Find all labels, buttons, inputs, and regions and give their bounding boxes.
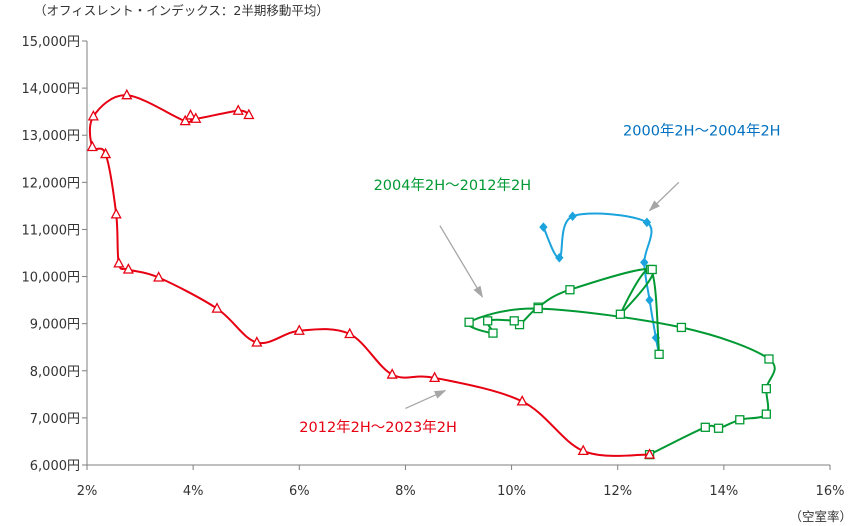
- x-tick-label: 14%: [709, 484, 738, 499]
- series-label-2000-2004: 2000年2H～2004年2H: [623, 123, 781, 140]
- y-tick-label: 6,000円: [30, 459, 80, 474]
- annotation-arrow: [439, 225, 483, 298]
- x-tick-label: 12%: [603, 484, 632, 499]
- x-tick-label: 16%: [816, 484, 845, 499]
- data-point: [179, 114, 191, 126]
- data-point: [555, 252, 564, 263]
- y-tick-label: 15,000円: [22, 35, 81, 50]
- data-point: [153, 271, 165, 282]
- data-point: [243, 108, 255, 120]
- data-point: [113, 256, 125, 268]
- data-point: [488, 328, 498, 338]
- x-tick-label: 8%: [395, 484, 416, 499]
- data-point: [483, 316, 493, 326]
- x-tick-label: 6%: [289, 484, 310, 499]
- annotation-arrow: [648, 181, 680, 212]
- data-point: [86, 140, 98, 152]
- data-point: [647, 264, 657, 275]
- y-tick-label: 10,000円: [22, 271, 81, 286]
- series-2004-2012: [464, 264, 776, 460]
- data-point: [184, 109, 197, 120]
- data-point: [577, 444, 589, 456]
- series-line: [466, 267, 776, 456]
- data-point: [761, 384, 771, 394]
- data-point: [700, 422, 710, 432]
- data-point: [190, 112, 202, 123]
- series-label-2012-2023: 2012年2H～2023年2H: [299, 419, 457, 436]
- data-point: [654, 349, 664, 359]
- data-point: [87, 109, 99, 121]
- y-tick-label: 7,000円: [30, 412, 80, 427]
- annotation-layer: 2000年2H～2004年2H 2004年2H～2012年2H 2012年2H～20…: [299, 123, 780, 436]
- data-point: [211, 302, 223, 313]
- data-point: [509, 316, 519, 326]
- data-point: [464, 317, 474, 327]
- series-layer: [86, 88, 776, 460]
- data-point: [761, 409, 771, 419]
- data-point: [110, 207, 122, 219]
- data-point: [643, 448, 656, 459]
- data-point: [429, 371, 441, 382]
- data-point: [386, 368, 398, 379]
- y-tick-label: 14,000円: [22, 82, 81, 97]
- x-axis-label: （空室率）: [789, 509, 852, 524]
- series-2012-2023: [86, 88, 656, 459]
- chart-title: （オフィスレント・インデックス：2半期移動平均）: [34, 3, 329, 18]
- data-point: [539, 222, 548, 232]
- data-point: [615, 309, 626, 319]
- y-tick-label: 8,000円: [30, 365, 80, 380]
- y-tick-label: 11,000円: [22, 223, 81, 238]
- series-label-2004-2012: 2004年2H～2012年2H: [374, 177, 532, 194]
- data-point: [232, 104, 244, 115]
- x-tick-label: 10%: [497, 484, 526, 499]
- data-point: [645, 295, 654, 305]
- data-point: [764, 354, 774, 364]
- data-point: [735, 415, 745, 425]
- data-point: [344, 327, 356, 339]
- annotation-arrow: [405, 389, 447, 410]
- series-line: [88, 94, 650, 457]
- y-tick-label: 9,000円: [30, 318, 80, 333]
- series-line: [542, 212, 661, 355]
- y-tick-label: 12,000円: [22, 176, 81, 191]
- data-point: [121, 88, 133, 100]
- data-point: [533, 303, 543, 314]
- axes: 6,000円 7,000円 8,000円 9,000円 10,000円 11,000円 12…: [22, 35, 845, 499]
- data-point: [676, 322, 687, 333]
- data-point: [251, 336, 263, 347]
- data-point: [642, 217, 652, 228]
- x-tick-label: 2%: [77, 484, 98, 499]
- x-tick-label: 4%: [183, 484, 204, 499]
- data-point: [99, 147, 112, 159]
- data-point: [122, 263, 134, 274]
- data-point: [565, 285, 575, 295]
- data-point: [640, 257, 649, 268]
- data-point: [568, 211, 577, 222]
- series-2000-2004: [539, 211, 664, 360]
- data-point: [713, 423, 724, 433]
- data-point: [516, 395, 528, 406]
- data-point: [293, 324, 305, 335]
- y-tick-label: 13,000円: [22, 129, 81, 144]
